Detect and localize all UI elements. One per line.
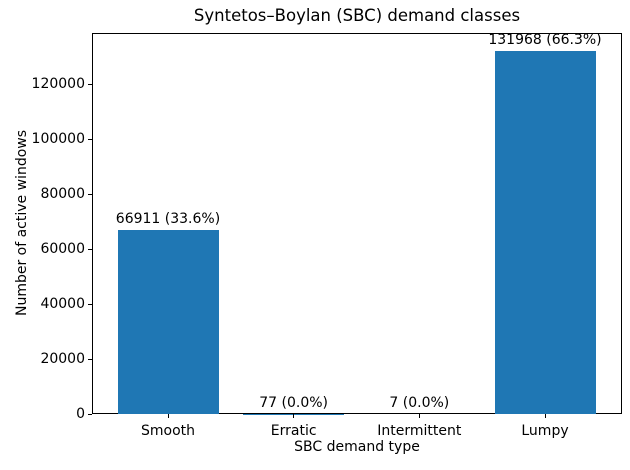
x-tick-mark (293, 414, 295, 418)
x-tick-mark (418, 414, 420, 418)
y-tick-mark (88, 248, 92, 250)
y-axis-label: Number of active windows (14, 129, 30, 317)
bar-value-label-lumpy: 131968 (66.3%) (488, 32, 602, 49)
y-tick-mark (88, 358, 92, 360)
y-tick-mark (88, 83, 92, 85)
y-tick-mark (88, 413, 92, 415)
y-tick-mark (88, 303, 92, 305)
y-tick-label: 80000 (40, 185, 85, 202)
x-tick-label-lumpy: Lumpy (521, 423, 569, 439)
y-tick-label: 0 (76, 405, 85, 422)
x-tick-label-erratic: Erratic (270, 423, 317, 439)
chart-title: Syntetos–Boylan (SBC) demand classes (193, 6, 521, 25)
x-tick-mark (544, 414, 546, 418)
x-tick-label-smooth: Smooth (140, 423, 196, 439)
bar-value-label-erratic: 77 (0.0%) (259, 394, 329, 411)
bar-value-label-smooth: 66911 (33.6%) (115, 211, 221, 228)
bar-lumpy (494, 51, 596, 414)
y-tick-mark (88, 193, 92, 195)
bar-value-label-intermittent: 7 (0.0%) (389, 394, 450, 411)
x-tick-mark (167, 414, 169, 418)
x-axis-label: SBC demand type (294, 439, 420, 455)
x-tick-label-intermittent: Intermittent (377, 423, 462, 439)
y-tick-label: 20000 (40, 350, 85, 367)
y-tick-mark (88, 138, 92, 140)
y-tick-label: 100000 (31, 130, 85, 147)
y-tick-label: 40000 (40, 295, 85, 312)
y-tick-label: 120000 (31, 75, 85, 92)
y-tick-label: 60000 (40, 240, 85, 257)
bar-smooth (117, 230, 219, 414)
